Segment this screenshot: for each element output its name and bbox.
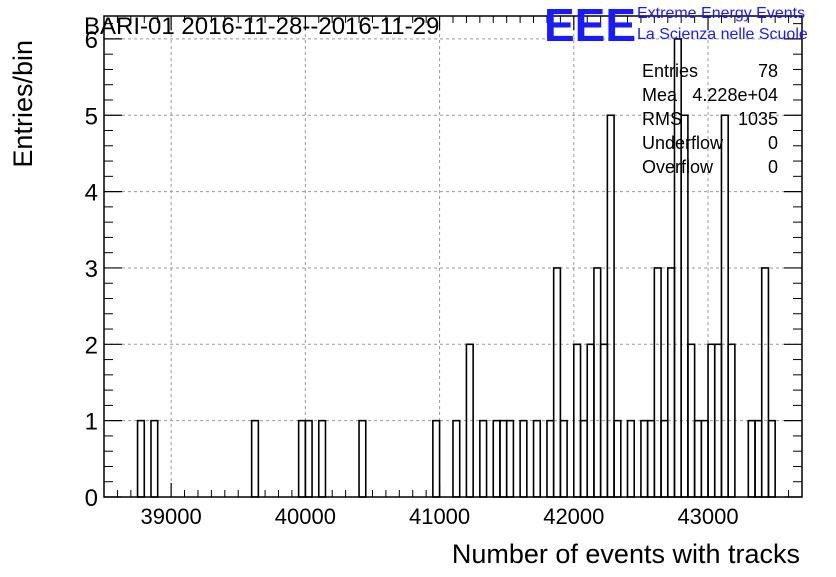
logo: EEE Extreme Energy Events La Scienza nel…: [544, 0, 808, 51]
y-tick-label: 4: [85, 180, 98, 207]
stats-box: Entries 78 Mea 4.228e+04 RMS 1035 Underf…: [642, 61, 778, 177]
x-tick-label: 41000: [409, 504, 470, 529]
x-axis-label: Number of events with tracks: [452, 539, 800, 569]
grid: [104, 16, 802, 497]
chart-title: BARI-01 2016-11-28--2016-11-29: [84, 13, 439, 40]
x-tick-label: 40000: [275, 504, 336, 529]
stats-label-rms: RMS: [642, 109, 682, 129]
y-tick-label: 0: [85, 485, 98, 512]
stats-label-mean: Mea: [642, 85, 678, 105]
logo-line-2: La Scienza nelle Scuole: [637, 26, 808, 43]
stats-value-rms: 1035: [738, 109, 778, 129]
stats-label-entries: Entries: [642, 61, 698, 81]
y-tick-label: 3: [85, 256, 98, 283]
y-tick-label: 5: [85, 103, 98, 130]
x-tick-label: 42000: [543, 504, 604, 529]
stats-label-overflow: Overflow: [642, 157, 714, 177]
y-axis-label: Entries/bin: [8, 40, 38, 168]
stats-label-underflow: Underflow: [642, 133, 724, 153]
stats-value-underflow: 0: [768, 133, 778, 153]
x-tick-label: 39000: [141, 504, 202, 529]
y-tick-label: 2: [85, 332, 98, 359]
stats-value-mean: 4.228e+04: [692, 85, 778, 105]
x-tick-label: 43000: [677, 504, 738, 529]
axes: 39000 40000 41000 42000 43000 0 1 2 3 4 5 6: [85, 16, 803, 529]
y-tick-label: 1: [85, 409, 98, 436]
stats-value-overflow: 0: [768, 157, 778, 177]
y-tick-label: 6: [85, 27, 98, 54]
stats-value-entries: 78: [758, 61, 778, 81]
logo-mark: EEE: [544, 0, 636, 51]
logo-line-1: Extreme Energy Events: [637, 5, 805, 22]
